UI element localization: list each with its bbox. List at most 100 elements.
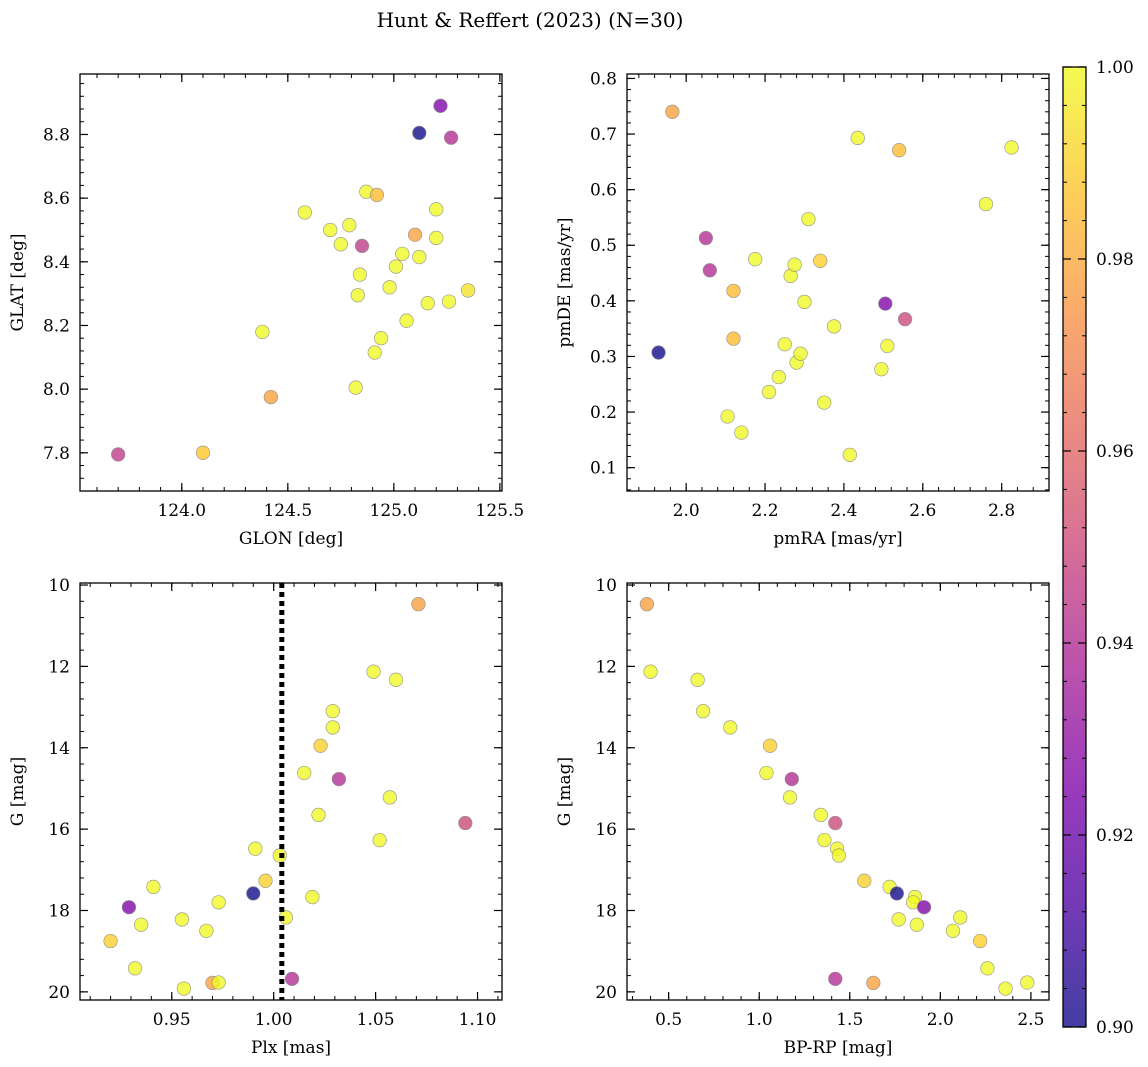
scatter-point	[366, 664, 381, 679]
scatter-point	[350, 288, 365, 303]
scatter-point	[323, 222, 338, 238]
scatter-point	[651, 345, 666, 360]
y-tick-label: 20	[595, 983, 617, 1003]
x-tick-label: 2.6	[909, 501, 936, 521]
scatter-point	[643, 664, 658, 679]
colorbar-frame	[1062, 66, 1087, 1028]
colorbar: 0.90 0.92 0.94 0.96 0.98 1.00	[1062, 58, 1134, 1038]
scatter-point	[866, 975, 881, 991]
scatter-point	[174, 912, 190, 927]
x-axis-label: BP-RP [mag]	[784, 1038, 893, 1058]
scatter-point	[352, 267, 368, 282]
scatter-point	[787, 257, 802, 272]
y-tick-label: 0.8	[590, 69, 617, 89]
colorbar-tick-label: 0.96	[1096, 442, 1134, 462]
scatter-point	[111, 447, 126, 462]
x-axis-label: Plx [mas]	[251, 1038, 331, 1058]
y-tick-label: 16	[48, 820, 70, 840]
y-tick-label: 0.6	[590, 181, 617, 201]
scatter-point	[759, 765, 774, 781]
scatter-point	[333, 237, 348, 252]
x-tick-label: 2.2	[752, 501, 779, 521]
scatter-point	[828, 815, 843, 831]
scatter-point	[748, 251, 763, 267]
axes-frame	[79, 582, 503, 1001]
colorbar-tick-label: 0.90	[1096, 1018, 1134, 1038]
scatter-point	[817, 395, 832, 410]
scatter-point	[945, 923, 961, 938]
y-tick-label: 10	[48, 576, 70, 596]
scatter-point	[460, 283, 476, 298]
y-tick-label: 0.2	[590, 403, 617, 423]
scatter-point	[771, 369, 786, 385]
x-tick-label: 2.0	[927, 1010, 954, 1030]
scatter-point	[889, 886, 905, 901]
scatter-point	[127, 961, 143, 976]
scatter-point	[793, 346, 808, 361]
scatter-point	[801, 211, 816, 227]
scatter-points	[103, 597, 473, 996]
scatter-point	[255, 324, 270, 339]
scatter-point	[443, 130, 459, 145]
y-tick-label: 0.7	[590, 125, 617, 145]
x-tick-label: 2.0	[673, 501, 700, 521]
scatter-point	[388, 672, 404, 687]
scatter-point	[331, 771, 347, 787]
scatter-point	[850, 130, 865, 146]
scatter-point	[246, 886, 261, 901]
scatter-point	[429, 202, 444, 217]
scatter-point	[382, 280, 397, 295]
x-tick-label: 1.00	[255, 1010, 293, 1030]
scatter-point	[211, 975, 226, 990]
scatter-point	[1004, 140, 1019, 155]
axes-frame	[79, 73, 503, 492]
scatter-point	[831, 848, 847, 863]
axes-frame	[626, 73, 1050, 492]
x-tick-label: 0.95	[153, 1010, 191, 1030]
scatter-point	[916, 900, 932, 915]
x-tick-label: 2.5	[1017, 1010, 1044, 1030]
x-tick-label: 2.8	[988, 501, 1015, 521]
scatter-point	[813, 253, 828, 268]
y-tick-label: 18	[595, 901, 617, 921]
y-tick-label: 14	[595, 739, 617, 759]
scatter-point	[412, 125, 427, 141]
scatter-point	[211, 895, 226, 910]
y-tick-label: 0.5	[590, 236, 617, 256]
x-tick-label: 125.5	[476, 501, 525, 521]
y-tick-label: 0.3	[590, 347, 617, 367]
scatter-point	[367, 345, 382, 360]
scatter-point	[388, 259, 404, 274]
y-tick-label: 18	[48, 901, 70, 921]
scatter-points	[111, 98, 476, 462]
y-tick-label: 0.4	[590, 292, 617, 312]
scatter-point	[782, 790, 798, 805]
scatter-point	[980, 961, 995, 976]
y-tick-label: 12	[48, 657, 70, 677]
scatter-point	[412, 249, 427, 265]
x-tick-label: 1.10	[459, 1010, 497, 1030]
scatter-point	[313, 738, 328, 753]
y-tick-label: 12	[595, 657, 617, 677]
y-tick-label: 8.6	[43, 189, 70, 209]
scatter-point	[878, 296, 893, 311]
scatter-point	[263, 389, 279, 405]
x-tick-label: 124.5	[263, 501, 312, 521]
y-axis-label: G [mag]	[8, 757, 28, 826]
scatter-point	[842, 447, 857, 463]
y-tick-label: 16	[595, 820, 617, 840]
scatter-point	[373, 331, 389, 346]
y-tick-label: 0.1	[590, 459, 617, 479]
scatter-point	[777, 337, 792, 352]
figure-title: Hunt & Reffert (2023) (N=30)	[377, 8, 684, 32]
y-axis-label: GLAT [deg]	[8, 233, 28, 331]
axes-frame	[626, 582, 1050, 1001]
scatter-point	[146, 879, 161, 895]
y-tick-label: 14	[48, 739, 70, 759]
scatter-point	[311, 807, 326, 823]
scatter-point	[441, 294, 457, 309]
y-tick-label: 8.2	[43, 316, 70, 336]
x-tick-label: 2.4	[830, 501, 857, 521]
scatter-point	[395, 246, 410, 262]
